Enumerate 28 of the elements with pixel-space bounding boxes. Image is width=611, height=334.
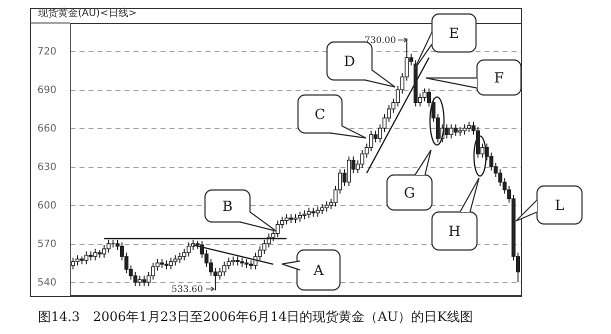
annotation: H [448, 224, 461, 240]
y-tick-label: 690 [37, 85, 56, 96]
y-tick-label: 570 [37, 239, 56, 250]
annotation: C [314, 107, 326, 123]
y-tick-label: 630 [37, 162, 56, 174]
candlestick [449, 124, 454, 139]
annotation: F [494, 70, 504, 86]
candlestick [138, 275, 142, 287]
candlestick [226, 257, 231, 270]
candlestick [316, 206, 320, 218]
y-tick-label: 660 [37, 124, 56, 135]
candlestick [186, 242, 191, 258]
annotation: 730.00 [364, 36, 396, 46]
candlestick [93, 248, 98, 261]
annotation: A [312, 263, 324, 279]
y-tick-label: 600 [37, 200, 56, 212]
y-tick-label: 720 [37, 46, 56, 58]
text: L [554, 198, 564, 214]
annotation: 533.60 [172, 285, 204, 295]
candlestick [444, 124, 449, 139]
annotation: G [404, 186, 416, 202]
annotation: E [448, 26, 460, 42]
y-tick-label: 540 [37, 278, 56, 289]
annotation: B [222, 199, 233, 215]
annotation: D [344, 54, 356, 70]
caption: 图14.3 2006年1月23日至2006年6月14日的现货黄金（AU）的日K线图 [38, 310, 473, 325]
candlestick [142, 275, 146, 287]
candlestick [71, 257, 76, 270]
